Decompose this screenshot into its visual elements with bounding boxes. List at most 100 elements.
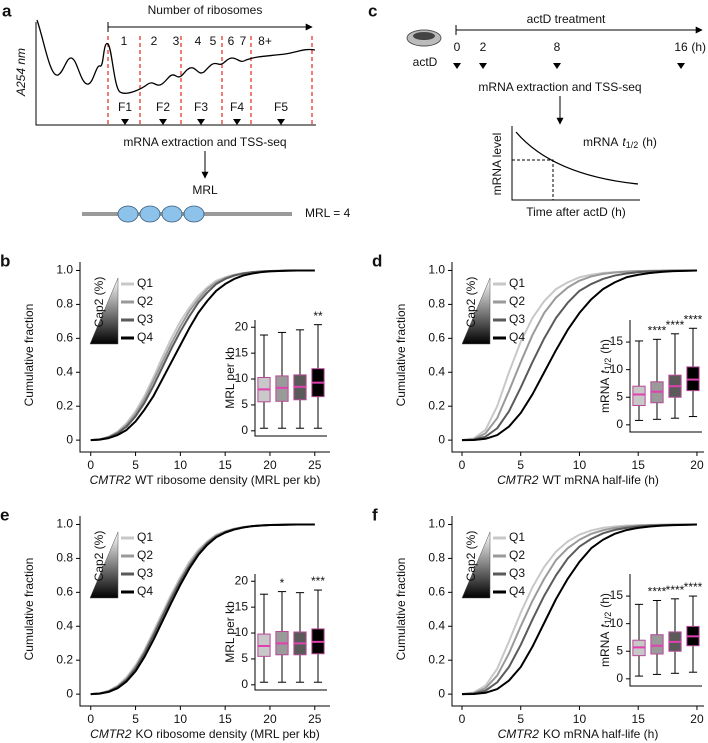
x-tick-label: 25 — [308, 458, 322, 472]
x-tick-label: 10 — [573, 712, 587, 726]
text-part: t — [598, 370, 612, 374]
box — [632, 385, 646, 407]
y-tick-label: 0.2 — [56, 652, 73, 666]
x-tick-label: 0 — [459, 458, 466, 472]
header: Number of ribosomes — [148, 3, 263, 17]
legend-label: Q4 — [509, 584, 525, 598]
y-tick-label: 0.8 — [56, 297, 73, 311]
cdf-line — [90, 523, 315, 696]
inset-y-label: mRNA t1/2 (h) — [598, 593, 613, 667]
significance: *** — [311, 574, 325, 588]
inset-y-tick-label: 0 — [616, 671, 623, 685]
legend-triangle — [89, 277, 119, 345]
panel-label: e — [0, 505, 9, 524]
cdf-line — [461, 523, 697, 696]
legend-label: Q3 — [509, 312, 525, 326]
x-label: CMTR2 KO mRNA half-life (h) — [498, 727, 659, 741]
legend-label: Q3 — [509, 566, 525, 580]
text-part: CMTR2 — [498, 727, 540, 741]
timepoint: 16 — [674, 40, 688, 54]
inset-y-label: MRL per kb — [223, 601, 237, 663]
text-part: CMTR2 — [497, 473, 539, 487]
fraction-arrows — [121, 119, 285, 125]
y-tick-label: 1.0 — [56, 517, 73, 531]
inset-y-tick-label: 5 — [616, 643, 623, 657]
panel-a: a A254 nm Number of ribosomes 1 2 3 4 5 … — [2, 1, 351, 223]
y-tick-label: 0.6 — [428, 331, 445, 345]
legend-title: Cap2 (%) — [464, 277, 478, 328]
significance: **** — [666, 583, 685, 597]
y-tick-label: 0 — [66, 686, 73, 700]
annotation: mRNA t1/2 (h) — [583, 135, 657, 150]
inset-y-tick-label: 15 — [235, 345, 249, 359]
cdf-line — [90, 269, 315, 442]
decay-axes — [511, 126, 640, 201]
inset-y-tick-label: 5 — [241, 397, 248, 411]
cdf-line — [461, 523, 697, 696]
inset-y-tick-label: 10 — [610, 616, 624, 630]
x-label: CMTR2 KO ribosome density (MRL per kb) — [90, 727, 320, 741]
axes — [451, 516, 704, 707]
y-tick-label: 0.6 — [56, 331, 73, 345]
significance: **** — [684, 312, 703, 326]
significance: **** — [684, 580, 703, 594]
fraction: F2 — [156, 100, 170, 114]
panel-c: c actD actD treatment 0 2 8 16 (h) mRNA … — [368, 1, 706, 219]
inset-axes — [254, 320, 327, 437]
x-tick-label: 15 — [632, 712, 646, 726]
panel-label: d — [372, 251, 382, 270]
inset-y-tick-label: 15 — [235, 599, 249, 613]
cdf-line — [90, 269, 315, 442]
legend-label: Q2 — [137, 294, 153, 308]
axes — [35, 22, 316, 126]
axes — [79, 516, 330, 707]
y-tick-label: 1.0 — [428, 517, 445, 531]
count: 6 — [228, 34, 235, 48]
text-part: KO ribosome density (MRL per kb) — [136, 727, 320, 741]
step: mRNA extraction and TSS-seq — [123, 135, 286, 149]
decay-curve — [515, 131, 639, 185]
cdf-line — [461, 269, 697, 442]
y-tick-label: 0.4 — [428, 364, 445, 378]
y-tick-label: 0.2 — [428, 652, 445, 666]
cdf-line — [461, 269, 697, 442]
count: 1 — [121, 34, 128, 48]
half-life-guide — [512, 159, 554, 200]
y-tick-label: 0.8 — [56, 551, 73, 565]
panel-label: a — [2, 1, 12, 20]
x-tick-label: 5 — [517, 712, 524, 726]
timepoint: 0 — [454, 40, 461, 54]
text-part: KO mRNA half-life (h) — [543, 727, 658, 741]
x-tick-label: 0 — [459, 712, 466, 726]
y-tick-label: 0.6 — [428, 585, 445, 599]
cdf-line — [461, 269, 697, 442]
legend-triangle — [461, 531, 491, 599]
y-tick-label: 0.2 — [428, 398, 445, 412]
x-tick-label: 10 — [174, 712, 188, 726]
time-arrows — [453, 63, 685, 69]
y-label: Cumulative fraction — [22, 304, 36, 407]
y-tick-label: 0 — [438, 432, 445, 446]
cdf-line — [461, 269, 697, 442]
ribosomes — [117, 205, 205, 223]
inset-y-tick-label: 15 — [610, 588, 624, 602]
axes — [79, 262, 330, 453]
text-part: CMTR2 — [90, 727, 132, 741]
x-tick-label: 5 — [132, 458, 139, 472]
y-label: Cumulative fraction — [394, 558, 408, 661]
y-label: A254 nm — [14, 48, 28, 97]
cdf-line — [90, 269, 315, 442]
y-tick-label: 0.8 — [428, 551, 445, 565]
inset-y-label: mRNA t1/2 (h) — [598, 339, 613, 413]
text-part: 1/2 — [603, 358, 613, 371]
x-tick-label: 10 — [573, 458, 587, 472]
x-tick-label: 15 — [218, 712, 232, 726]
legend-label: Q3 — [137, 566, 153, 580]
inset-y-tick-label: 5 — [616, 389, 623, 403]
count: 5 — [210, 34, 217, 48]
profile-curve — [36, 19, 316, 94]
inset-y-tick-label: 0 — [616, 417, 623, 431]
text-part: WT ribosome density (MRL per kb) — [135, 473, 320, 487]
text-part: t — [598, 624, 612, 628]
text-part: WT mRNA half-life (h) — [542, 473, 658, 487]
